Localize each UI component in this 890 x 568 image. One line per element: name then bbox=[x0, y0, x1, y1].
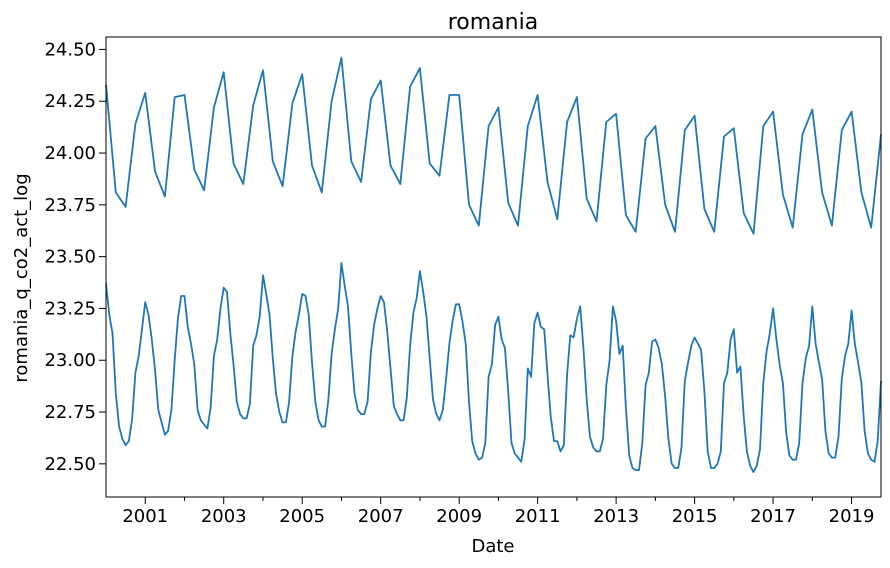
x-tick-label: 2019 bbox=[829, 506, 875, 527]
y-tick-label: 24.25 bbox=[44, 91, 96, 112]
x-tick-label: 2015 bbox=[672, 506, 718, 527]
plot-frame bbox=[105, 36, 882, 498]
y-tick-label: 24.50 bbox=[44, 39, 96, 60]
x-tick-label: 2017 bbox=[750, 506, 796, 527]
series-lines bbox=[105, 56, 882, 474]
series-line-1 bbox=[105, 56, 882, 235]
y-axis-label: romania_q_co2_act_log bbox=[11, 173, 32, 382]
x-tick-label: 2005 bbox=[279, 506, 325, 527]
chart-title: romania bbox=[448, 10, 538, 35]
x-tick-label: 2009 bbox=[436, 506, 482, 527]
y-tick-label: 23.00 bbox=[44, 350, 96, 371]
y-tick-label: 23.25 bbox=[44, 298, 96, 319]
y-tick-label: 23.50 bbox=[44, 247, 96, 268]
axis-ticks: 2001 2003 2005 2007 2009 2011 2013 2015 2017 2019… bbox=[44, 39, 874, 527]
x-tick-label: 2007 bbox=[358, 506, 404, 527]
x-tick-label: 2003 bbox=[201, 506, 247, 527]
x-tick-label: 2011 bbox=[515, 506, 561, 527]
x-axis-label: Date bbox=[471, 536, 514, 557]
y-tick-label: 23.75 bbox=[44, 195, 96, 216]
x-tick-label: 2001 bbox=[122, 506, 168, 527]
y-tick-label: 22.50 bbox=[44, 454, 96, 475]
y-tick-label: 24.00 bbox=[44, 143, 96, 164]
x-tick-label: 2013 bbox=[593, 506, 639, 527]
y-tick-label: 22.75 bbox=[44, 402, 96, 423]
series-line-2 bbox=[105, 261, 882, 474]
